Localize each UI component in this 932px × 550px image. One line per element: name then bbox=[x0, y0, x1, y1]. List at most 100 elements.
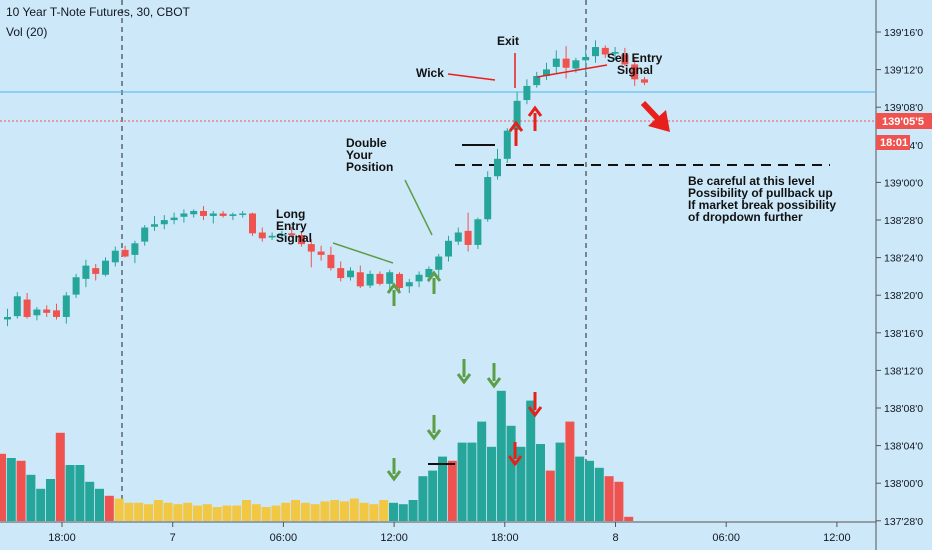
countdown-badge bbox=[876, 135, 910, 150]
long-entry-label: Long bbox=[276, 207, 305, 221]
volume-bar bbox=[6, 458, 16, 521]
volume-bar bbox=[183, 502, 193, 521]
candle bbox=[611, 47, 619, 61]
candle bbox=[474, 217, 482, 250]
candle bbox=[170, 212, 178, 225]
candle bbox=[454, 227, 462, 245]
candle bbox=[4, 308, 11, 327]
volume-bar bbox=[585, 460, 594, 521]
arrow-down-icon bbox=[527, 392, 543, 418]
volume-bar bbox=[506, 425, 516, 521]
volume-bar bbox=[193, 505, 202, 521]
arrow-up-icon bbox=[386, 282, 402, 306]
candle bbox=[180, 209, 188, 223]
volume-bar bbox=[291, 500, 300, 521]
volume-bar bbox=[447, 460, 457, 521]
volume-bar bbox=[320, 501, 330, 521]
time-tick-label: 06:00 bbox=[712, 532, 740, 544]
candle bbox=[298, 232, 305, 247]
volume-bar bbox=[281, 502, 291, 521]
candle bbox=[200, 206, 207, 221]
caution-note: Possibility of pullback up bbox=[688, 186, 833, 200]
volume-bar bbox=[104, 495, 114, 521]
volume-bar bbox=[349, 498, 359, 521]
price-tick-label: 138'04'0 bbox=[884, 441, 923, 453]
volume-bar bbox=[242, 500, 251, 521]
price-tick-label: 139'12'0 bbox=[884, 65, 923, 77]
volume-bar bbox=[379, 500, 389, 521]
time-axis[interactable]: 18:00 7 06:00 12:00 18:00 8 06:00 12:00 bbox=[48, 522, 851, 544]
candle bbox=[141, 225, 149, 246]
time-tick-label: 8 bbox=[612, 532, 618, 544]
volume-bar bbox=[163, 502, 173, 521]
volume-bar bbox=[467, 442, 477, 521]
volume-bar bbox=[389, 502, 398, 521]
candle bbox=[278, 230, 286, 240]
candle bbox=[337, 261, 345, 282]
candle bbox=[239, 210, 247, 218]
candle bbox=[543, 62, 550, 81]
arrow-up-icon bbox=[527, 105, 543, 131]
time-tick-label: 12:00 bbox=[823, 532, 851, 544]
volume-bar bbox=[232, 505, 242, 521]
candle bbox=[219, 210, 227, 218]
volume-bar bbox=[261, 507, 271, 521]
arrow-down-icon bbox=[486, 363, 502, 389]
candles bbox=[4, 40, 648, 327]
volume-bar bbox=[173, 504, 183, 521]
caution-note: of dropdown further bbox=[688, 210, 803, 224]
time-tick-label: 18:00 bbox=[491, 532, 519, 544]
volume-bar bbox=[516, 446, 526, 521]
volume-bar bbox=[124, 502, 134, 521]
price-axis-background[interactable] bbox=[876, 0, 932, 550]
volume-bar bbox=[477, 421, 487, 521]
price-tick-label: 138'20'0 bbox=[884, 290, 923, 302]
candle bbox=[376, 271, 384, 286]
volume-bar bbox=[369, 504, 379, 521]
caution-note: Be careful at this level bbox=[688, 174, 815, 188]
volume-bar bbox=[614, 481, 624, 521]
candle bbox=[317, 245, 325, 261]
candle bbox=[82, 259, 90, 288]
candle bbox=[552, 50, 560, 74]
volume-bar bbox=[624, 516, 634, 521]
time-tick-label: 7 bbox=[170, 532, 176, 544]
candle bbox=[258, 227, 266, 242]
countdown-label: 18:01 bbox=[880, 137, 908, 149]
long-entry-label: Entry bbox=[276, 219, 307, 233]
double-position-label: Position bbox=[346, 160, 393, 174]
arrow-down-icon bbox=[456, 359, 472, 385]
volume-bar bbox=[565, 421, 575, 521]
wick-label: Wick bbox=[416, 66, 444, 80]
volume-bar bbox=[594, 467, 604, 521]
candle bbox=[121, 245, 129, 258]
price-tick-label: 139'16'0 bbox=[884, 27, 923, 39]
candle bbox=[43, 305, 51, 317]
price-tick-label: 139'00'0 bbox=[884, 177, 923, 189]
double-position-label: Double bbox=[346, 136, 387, 150]
double-position-pointer bbox=[404, 179, 433, 236]
volume-bar bbox=[438, 456, 447, 521]
volume-bar bbox=[26, 474, 36, 521]
candle bbox=[621, 47, 629, 67]
price-tick-label: 138'12'0 bbox=[884, 365, 923, 377]
volume-bar bbox=[95, 488, 104, 521]
candle bbox=[151, 215, 158, 231]
volume-bar bbox=[604, 476, 614, 521]
price-tick-label: 139'08'0 bbox=[884, 102, 923, 114]
candle bbox=[386, 269, 394, 292]
volume-bar bbox=[555, 442, 565, 521]
candle bbox=[347, 267, 354, 281]
arrow-up-icon bbox=[426, 270, 442, 294]
sell-entry-pointer bbox=[536, 64, 608, 78]
candle bbox=[641, 76, 648, 86]
volume-bar bbox=[134, 502, 144, 521]
candle bbox=[592, 40, 599, 63]
candle bbox=[111, 246, 119, 267]
candle bbox=[523, 79, 531, 105]
candle bbox=[396, 272, 403, 291]
candle bbox=[209, 210, 217, 224]
sell-entry-label: Signal bbox=[617, 63, 653, 77]
